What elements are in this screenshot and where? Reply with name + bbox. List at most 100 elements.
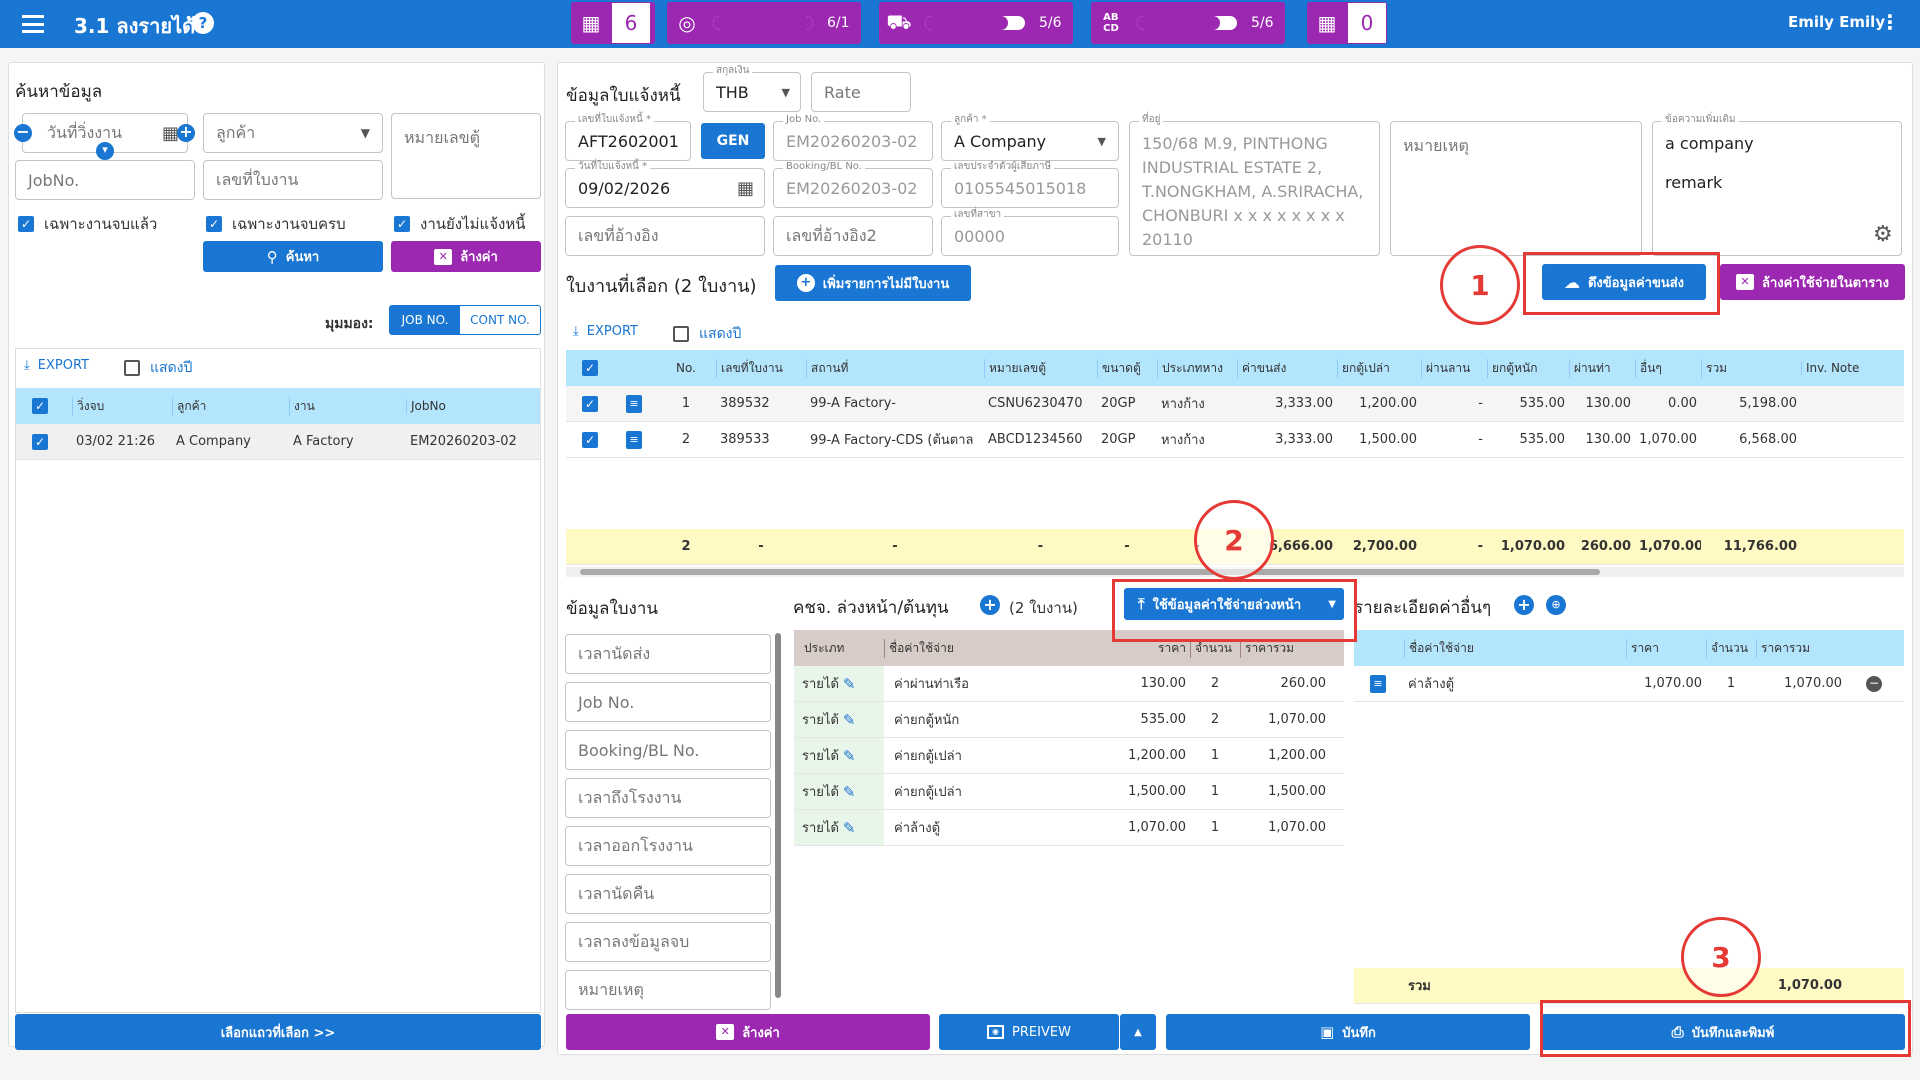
stat-truck-bar	[925, 16, 1025, 30]
edit-icon[interactable]: ✎	[842, 746, 856, 765]
preview-menu-button[interactable]: ▲	[1120, 1014, 1156, 1050]
stat-jobs[interactable]: ▦ 6	[571, 2, 655, 44]
table-row[interactable]: ✓ ≡ 1 389532 99-A Factory- CSNU6230470 20GP หาง…	[566, 386, 1904, 422]
customer-select[interactable]: ลูกค้า ▼	[203, 113, 383, 153]
job-info-field[interactable]: เวลาถึงโรงงาน	[565, 778, 771, 818]
fetch-transport-button[interactable]: ☁ ดึงข้อมูลค่าขนส่ง	[1542, 264, 1706, 300]
export-left[interactable]: ⤓ EXPORT	[24, 358, 89, 373]
clear-table-costs-button[interactable]: ✕ ล้างค่าใช้จ่ายในตาราง	[1720, 264, 1905, 300]
document-icon[interactable]: ≡	[626, 394, 642, 413]
use-advance-button[interactable]: ⤒ ใช้ข้อมูลค่าใช้จ่ายล่วงหน้า ▼	[1124, 588, 1344, 620]
menu-icon[interactable]	[22, 12, 44, 36]
chk-complete[interactable]: ✓ เฉพาะงานจบครบ	[206, 212, 346, 236]
settings-icon[interactable]: ⚙	[1873, 222, 1893, 247]
checkbox-icon[interactable]: ✓	[394, 216, 410, 232]
address-field[interactable]: ที่อยู่ 150/68 M.9, PINTHONG INDUSTRIAL …	[1129, 114, 1380, 256]
job-info-field[interactable]: Job No.	[565, 682, 771, 722]
chk-unbilled[interactable]: ✓ งานยังไม่แจ้งหนี้	[394, 212, 525, 236]
stat-pending[interactable]: ▦ 0	[1307, 2, 1387, 44]
job-info-field[interactable]: เวลานัดส่ง	[565, 634, 771, 674]
workorder-no-field[interactable]: เลขที่ใบงาน	[203, 160, 383, 200]
clear-search-button[interactable]: ✕ ล้างค่า	[391, 241, 541, 272]
taxid-field[interactable]: เลขประจำตัวผู้เสียภาษี 0105545015018	[941, 161, 1119, 208]
save-print-button[interactable]: ⎙ บันทึกและพิมพ์	[1541, 1014, 1905, 1050]
job-info-field[interactable]: เวลานัดคืน	[565, 874, 771, 914]
job-info-field[interactable]: หมายเหตุ	[565, 970, 771, 1010]
job-info-field[interactable]: เวลาลงข้อมูลจบ	[565, 922, 771, 962]
stat-container[interactable]: AB CD 5/6	[1091, 2, 1285, 44]
stat-target[interactable]: ◎ 6/1	[667, 2, 861, 44]
advance-row[interactable]: รายได้ ✎ ค่ายกตู้เปล่า 1,500.00 1 1,500.00	[794, 774, 1344, 810]
advance-row[interactable]: รายได้ ✎ ค่าผ่านท่าเรือ 130.00 2 260.00	[794, 666, 1344, 702]
checkbox-icon[interactable]: ✓	[206, 216, 222, 232]
row-checkbox[interactable]: ✓	[32, 433, 48, 450]
invoice-customer-select[interactable]: ลูกค้า * A Company ▼	[941, 114, 1119, 161]
jobno-field[interactable]: JobNo.	[15, 160, 195, 200]
advance-row[interactable]: รายได้ ✎ ค่ายกตู้หนัก 535.00 2 1,070.00	[794, 702, 1344, 738]
job-info-field[interactable]: เวลาออกโรงงาน	[565, 826, 771, 866]
edit-icon[interactable]: ✎	[842, 710, 856, 729]
show-year-selected[interactable]: แสดงปี	[673, 323, 741, 345]
branch-field[interactable]: เลขที่สาขา 00000	[941, 209, 1119, 256]
select-rows-button[interactable]: เลือกแถวที่เลือก >>	[15, 1014, 541, 1050]
preview-button[interactable]: ◉ PREIVEW	[939, 1014, 1119, 1050]
table-row[interactable]: ✓ 03/02 21:26 A Company A Factory EM2026…	[16, 424, 540, 460]
add-no-workorder-button[interactable]: + เพิ่มรายการไม่มีใบงาน	[775, 265, 971, 301]
invoice-no-field[interactable]: เลขที่ใบแจ้งหนี้ * AFT2602001	[565, 114, 691, 161]
chk-finished[interactable]: ✓ เฉพาะงานจบแล้ว	[18, 212, 157, 236]
upload-icon: ⤒	[1138, 595, 1145, 613]
stat-jobs-value: 6	[612, 3, 650, 43]
stat-truck[interactable]: ⛟ 5/6	[879, 2, 1073, 44]
checkbox-icon[interactable]	[124, 360, 140, 376]
edit-icon[interactable]: ✎	[842, 782, 856, 801]
row-checkbox[interactable]: ✓	[582, 395, 598, 412]
checkbox-icon[interactable]: ✓	[18, 216, 34, 232]
clear-all-button[interactable]: ✕ ล้างค่า	[566, 1014, 930, 1050]
search-button[interactable]: ⚲ ค้นหา	[203, 241, 383, 272]
gen-button[interactable]: GEN	[701, 123, 765, 159]
user-name[interactable]: Emily Emily	[1788, 13, 1886, 31]
save-button[interactable]: ▣ บันทึก	[1166, 1014, 1530, 1050]
currency-select[interactable]: สกุลเงิน THB ▼	[703, 65, 801, 112]
highlight-box-1	[1523, 252, 1720, 315]
view-job-button[interactable]: JOB NO.	[390, 306, 460, 334]
help-icon[interactable]: ?	[192, 12, 214, 34]
edit-icon[interactable]: ✎	[842, 818, 856, 837]
view-cont-button[interactable]: CONT NO.	[470, 313, 530, 327]
advance-row[interactable]: รายได้ ✎ ค่ายกตู้เปล่า 1,200.00 1 1,200.00	[794, 738, 1344, 774]
remark-field[interactable]: หมายเหตุ	[1390, 121, 1642, 256]
add-other-icon[interactable]: +	[1514, 595, 1534, 615]
calendar-icon[interactable]: ▦	[736, 177, 754, 199]
select-all-checkbox[interactable]: ✓	[32, 398, 48, 414]
checkbox-icon[interactable]	[673, 326, 689, 342]
job-info-scrollbar[interactable]	[775, 633, 781, 998]
calendar-icon[interactable]: ▦	[161, 122, 179, 144]
more-vert-icon[interactable]: ⋮	[1880, 10, 1900, 34]
invoice-date-field[interactable]: วันที่ใบแจ้งหนี้ * 09/02/2026 ▦	[565, 161, 765, 208]
col-finished: วิ่งจบ	[72, 396, 172, 416]
ref1-field[interactable]: เลขที่อ้างอิง	[565, 216, 765, 256]
row-checkbox[interactable]: ✓	[582, 431, 598, 448]
table-row[interactable]: ✓ ≡ 2 389533 99-A Factory-CDS (ต้นตาล ABCD123…	[566, 422, 1904, 458]
document-icon[interactable]: ≡	[1370, 674, 1386, 693]
chevron-down-icon[interactable]: ▼	[1328, 598, 1336, 610]
select-all-checkbox[interactable]: ✓	[582, 360, 598, 376]
export-selected[interactable]: ⤓ EXPORT	[573, 324, 638, 339]
extra-text-field[interactable]: ข้อความเพิ่มเติม a company remark	[1652, 114, 1902, 256]
show-year-left[interactable]: แสดงปี	[124, 357, 192, 379]
add-advance-icon[interactable]: +	[980, 595, 1000, 615]
edit-icon[interactable]: ✎	[842, 674, 856, 693]
add-date-icon[interactable]: +	[177, 124, 195, 142]
job-info-field[interactable]: Booking/BL No.	[565, 730, 771, 770]
remove-row-icon[interactable]: −	[1866, 675, 1882, 692]
document-icon[interactable]: ≡	[626, 430, 642, 449]
other-row[interactable]: ≡ ค่าล้างตู้ 1,070.00 1 1,070.00 −	[1354, 666, 1904, 702]
remove-date-icon[interactable]: −	[14, 124, 32, 142]
ref2-field[interactable]: เลขที่อ้างอิง2	[773, 216, 933, 256]
rate-field[interactable]: Rate	[811, 72, 911, 112]
expand-date-icon[interactable]: ▾	[96, 142, 114, 160]
view-toggle[interactable]: JOB NO. CONT NO.	[389, 305, 541, 335]
advance-row[interactable]: รายได้ ✎ ค่าล้างตู้ 1,070.00 1 1,070.00	[794, 810, 1344, 846]
container-no-field[interactable]: หมายเลขตู้	[391, 113, 541, 199]
add-other-alt-icon[interactable]: ⊕	[1546, 595, 1566, 615]
